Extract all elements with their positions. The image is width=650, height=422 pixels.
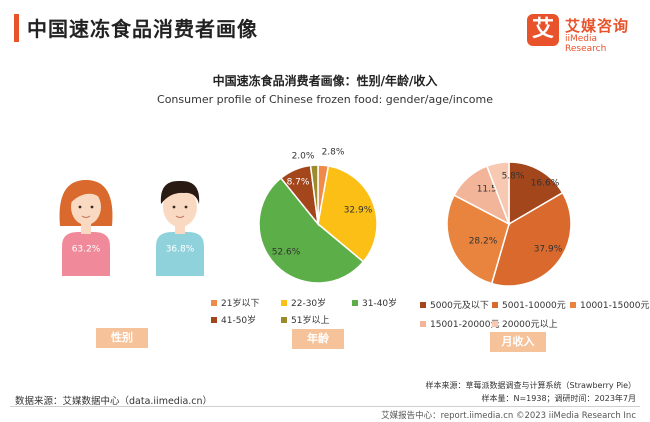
- legend-label: 41-50岁: [221, 316, 257, 326]
- income-pie-label-0: 16.6%: [531, 179, 560, 189]
- income-legend-item-1: 5001-10000元: [492, 298, 566, 311]
- income-pie-label-4: 5.8%: [502, 172, 525, 182]
- age-pie-label-4: 2.0%: [292, 152, 315, 162]
- gender-tag: 性别: [96, 328, 148, 348]
- figure-neck: [81, 222, 91, 234]
- footer-divider: [10, 406, 640, 407]
- income-legend-item-3: 15001-20000元: [420, 317, 500, 330]
- mouth: [81, 215, 91, 218]
- age-legend-item-4: 51岁以上: [281, 313, 329, 326]
- sample-source: 样本来源：草莓派数据调查与计算系统（Strawberry Pie）: [425, 381, 636, 390]
- male-figure-icon: [156, 180, 204, 276]
- page-title: 中国速冻食品消费者画像: [27, 17, 258, 41]
- mouth: [175, 215, 185, 218]
- age-tag: 年龄: [292, 329, 344, 349]
- age-pie-label-1: 32.9%: [344, 206, 373, 216]
- income-pie-label-3: 11.5%: [477, 185, 506, 195]
- legend-label: 5000元及以下: [430, 301, 489, 311]
- title-accent-bar: [14, 14, 19, 42]
- eye: [184, 205, 188, 209]
- legend-swatch: [281, 316, 287, 323]
- income-pie-slice-2: [446, 194, 510, 285]
- income-pie-slice-0: [508, 161, 564, 226]
- legend-label: 31-40岁: [362, 299, 398, 309]
- legend-swatch: [492, 320, 498, 327]
- legend-swatch: [211, 316, 217, 323]
- legend-label: 5001-10000元: [502, 301, 566, 311]
- figure-head: [163, 187, 197, 227]
- age-legend-item-2: 31-40岁: [352, 296, 397, 309]
- brand-logo: 艾 艾媒咨询 iiMedia Research: [527, 14, 639, 54]
- legend-swatch: [492, 301, 498, 308]
- legend-label: 20000元以上: [502, 320, 558, 330]
- age-pie-slice-1: [317, 165, 378, 263]
- legend-label: 15001-20000元: [430, 320, 500, 330]
- legend-swatch: [352, 299, 358, 306]
- figure-body: [156, 232, 204, 276]
- legend-swatch: [420, 320, 426, 327]
- eye: [78, 205, 82, 209]
- income-tag: 月收入: [490, 332, 546, 352]
- logo-mark-icon: 艾: [527, 14, 559, 46]
- female-bangs: [69, 188, 103, 205]
- logo-text-cn: 艾媒咨询: [565, 17, 630, 35]
- legend-label: 10001-15000元: [580, 301, 650, 311]
- chart-title: 中国速冻食品消费者画像：性别/年龄/收入: [212, 74, 438, 88]
- age-pie-label-0: 2.8%: [322, 148, 345, 158]
- age-legend-item-1: 22-30岁: [281, 296, 326, 309]
- income-pie-slice-1: [490, 191, 572, 287]
- income-pie-label-2: 28.2%: [469, 237, 498, 247]
- legend-swatch: [211, 299, 217, 306]
- age-legend-item-3: 41-50岁: [211, 313, 256, 326]
- legend-swatch: [420, 301, 426, 308]
- data-source: 数据来源：艾媒数据中心（data.iimedia.cn）: [15, 396, 213, 407]
- legend-swatch: [570, 301, 576, 308]
- legend-label: 21岁以下: [221, 299, 260, 309]
- eye: [90, 205, 94, 209]
- legend-label: 22-30岁: [291, 299, 327, 309]
- age-pie-label-3: 8.7%: [287, 178, 310, 188]
- figure-neck: [175, 222, 185, 234]
- logo-text-en: iiMedia Research: [565, 34, 607, 54]
- income-legend-item-2: 10001-15000元: [570, 298, 650, 311]
- figure-head: [71, 189, 101, 225]
- male-hair: [160, 180, 200, 204]
- figure-body: [62, 232, 110, 276]
- sample-size: 样本量：N=1938；调研时间：2023年7月: [481, 394, 637, 403]
- age-pie-label-2: 52.6%: [272, 248, 301, 258]
- gender-value-label-0: 63.2%: [72, 245, 101, 255]
- income-legend-item-0: 5000元及以下: [420, 298, 489, 311]
- income-pie-label-1: 37.9%: [534, 245, 563, 255]
- chart-subtitle: Consumer profile of Chinese frozen food:…: [157, 93, 493, 106]
- gender-value-label-1: 36.8%: [166, 245, 195, 255]
- legend-label: 51岁以上: [291, 316, 330, 326]
- legend-swatch: [281, 299, 287, 306]
- income-pie-slice-4: [485, 161, 510, 225]
- age-legend-item-0: 21岁以下: [211, 296, 259, 309]
- age-pie-slice-2: [258, 177, 365, 284]
- footer-text: 艾媒报告中心：report.iimedia.cn ©2023 iiMedia R…: [381, 411, 636, 421]
- eye: [172, 205, 176, 209]
- income-legend-item-4: 20000元以上: [492, 317, 558, 330]
- age-pie-slice-4: [309, 164, 319, 225]
- female-figure-icon: [59, 180, 113, 276]
